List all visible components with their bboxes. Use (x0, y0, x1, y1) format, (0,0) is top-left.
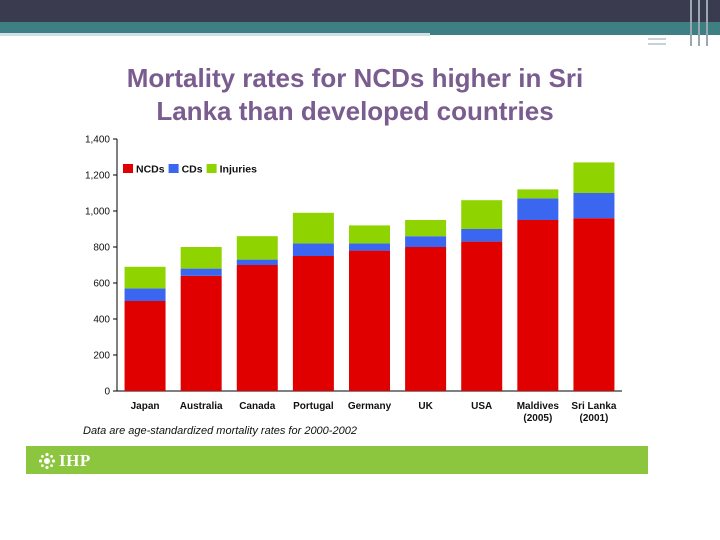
legend-swatch-injuries (206, 164, 217, 173)
bar-ncds (461, 241, 503, 391)
x-tick-label: USA (471, 401, 492, 412)
bar-injuries (349, 225, 390, 244)
bar-injuries (517, 189, 559, 199)
bar-cds (180, 268, 222, 276)
bar-ncds (124, 301, 166, 391)
corner-decoration (686, 0, 720, 50)
bar-injuries (405, 220, 447, 237)
bar-cds (349, 243, 390, 251)
y-tick-label: 1,200 (85, 171, 110, 182)
title-line-1: Mortality rates for NCDs higher in Sri (126, 63, 584, 93)
bar-ncds (292, 256, 334, 391)
header-accent-strip (0, 22, 720, 35)
y-tick-label: 400 (93, 315, 110, 326)
bar-ncds (573, 218, 615, 391)
header-light-line (0, 33, 430, 36)
chart-caption: Data are age-standardized mortality rate… (83, 425, 357, 437)
bar-ncds (405, 247, 447, 391)
y-tick-label: 200 (93, 351, 110, 362)
x-tick-label: Germany (348, 401, 392, 412)
ihp-logo: IHP (38, 451, 91, 471)
bar-injuries (292, 212, 334, 244)
logo-text: IHP (59, 451, 91, 470)
y-tick-label: 600 (93, 279, 110, 290)
decor-dash (648, 43, 666, 45)
legend-label-ncds: NCDs (136, 164, 165, 176)
legend-swatch-cds (168, 164, 179, 173)
x-tick-label: UK (418, 401, 433, 412)
x-tick-label: Sri Lanka (571, 401, 616, 412)
bar-injuries (180, 247, 222, 269)
bar-cds (236, 259, 278, 265)
legend-label-injuries: Injuries (220, 164, 258, 176)
bar-cds (124, 288, 166, 301)
bar-cds (461, 229, 503, 242)
x-tick-label: Australia (180, 401, 223, 412)
bar-ncds (236, 265, 278, 391)
footer-band (26, 446, 648, 474)
bar-ncds (180, 275, 222, 391)
y-tick-label: 1,000 (85, 207, 110, 218)
bar-cds (517, 198, 559, 220)
title-line-2: Lanka than developed countries (156, 96, 554, 126)
x-tick-label: (2005) (523, 413, 552, 424)
slide-title: Mortality rates for NCDs higher in Sri L… (70, 62, 640, 128)
bar-cds (405, 236, 447, 247)
x-tick-label: Canada (239, 401, 276, 412)
decor-dash (648, 38, 666, 40)
y-tick-label: 1,400 (85, 135, 110, 146)
logo-emblem-icon (38, 452, 56, 470)
legend-swatch-ncds (123, 164, 133, 173)
y-tick-label: 0 (104, 387, 110, 398)
bar-injuries (573, 162, 615, 193)
bar-injuries (461, 200, 503, 229)
x-tick-label: Maldives (517, 401, 560, 412)
bar-ncds (517, 220, 559, 391)
x-tick-label: Portugal (293, 401, 334, 412)
bar-cds (292, 243, 334, 256)
y-tick-label: 800 (93, 243, 110, 254)
bar-injuries (236, 236, 278, 260)
x-tick-label: (2001) (579, 413, 608, 424)
legend-label-cds: CDs (182, 164, 203, 176)
bar-ncds (349, 250, 390, 391)
bar-cds (573, 193, 615, 219)
bar-injuries (124, 266, 166, 289)
x-tick-label: Japan (131, 401, 160, 412)
top-header-bar (0, 0, 720, 22)
